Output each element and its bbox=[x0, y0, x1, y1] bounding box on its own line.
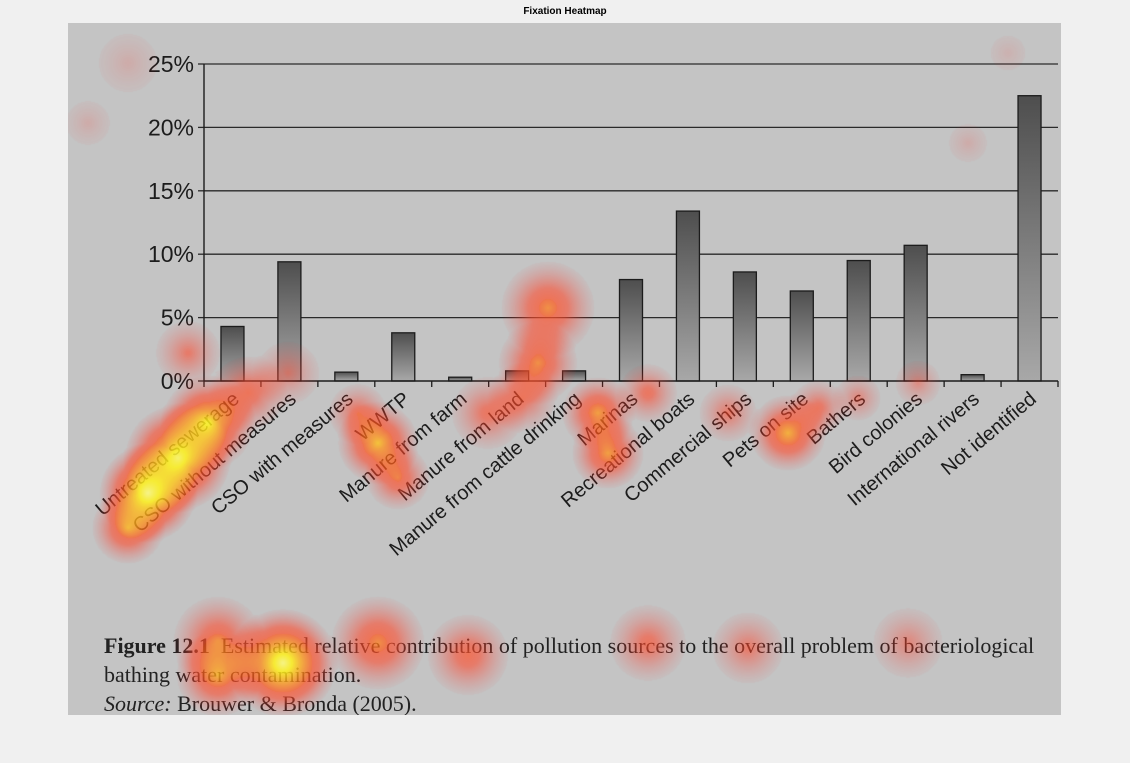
y-tick-labels: 0% 5% 10% 15% 20% 25% bbox=[148, 51, 194, 394]
window-title: Fixation Heatmap bbox=[523, 6, 607, 17]
source-label: Source: bbox=[104, 691, 172, 715]
bar bbox=[391, 332, 416, 382]
bar bbox=[903, 244, 928, 382]
y-tick-label: 10% bbox=[148, 241, 194, 267]
bar bbox=[789, 290, 814, 382]
figure-label: Figure 12.1 bbox=[104, 633, 210, 658]
bar bbox=[334, 371, 359, 382]
bar bbox=[1017, 95, 1042, 382]
bar bbox=[618, 278, 644, 382]
bar bbox=[277, 261, 302, 382]
bar bbox=[732, 271, 758, 382]
source-text: Brouwer & Bronda (2005). bbox=[177, 691, 417, 715]
bar bbox=[504, 370, 530, 382]
y-tick-label: 20% bbox=[148, 114, 194, 140]
y-tick-label: 5% bbox=[161, 305, 194, 331]
bar bbox=[561, 370, 587, 382]
figure-text: Estimated relative contribution of pollu… bbox=[104, 633, 1035, 687]
y-tick-label: 25% bbox=[148, 51, 194, 77]
figure-caption: Figure 12.1 Estimated relative contribut… bbox=[104, 631, 1054, 715]
y-tick-label: 15% bbox=[148, 178, 194, 204]
bar bbox=[220, 325, 245, 382]
bar bbox=[960, 374, 985, 382]
bar bbox=[846, 259, 871, 382]
bars bbox=[220, 95, 1042, 382]
bar bbox=[675, 210, 701, 382]
y-tick-label: 0% bbox=[161, 368, 194, 394]
heatmap-figure: 0% 5% 10% 15% 20% 25% Untreated sewerage CSO w… bbox=[68, 23, 1061, 715]
